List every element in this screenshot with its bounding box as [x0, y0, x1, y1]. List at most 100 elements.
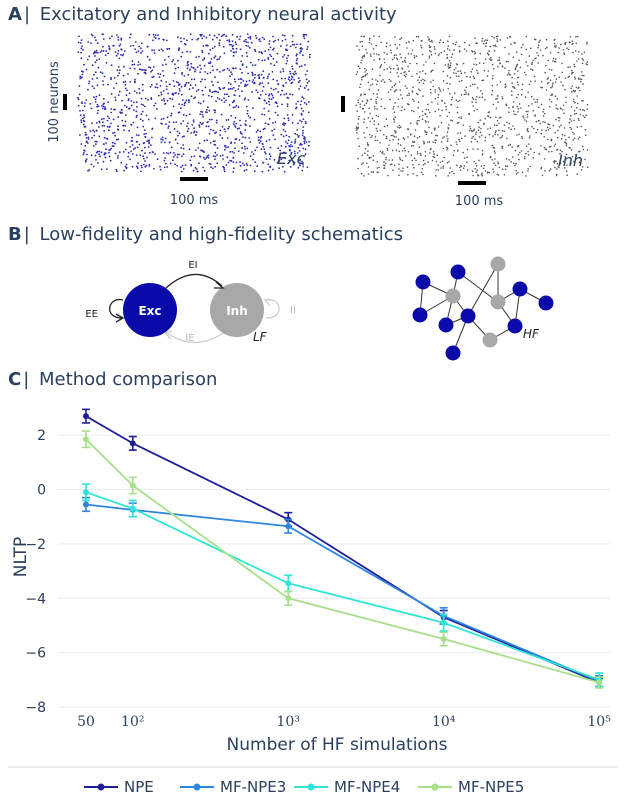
- spike-dot: [422, 140, 425, 143]
- spike-dot: [229, 75, 231, 77]
- spike-dot: [103, 102, 105, 105]
- spike-dot: [201, 49, 204, 52]
- spike-dot: [194, 68, 197, 71]
- hf-schematic: [412, 256, 554, 361]
- spike-dot: [364, 136, 366, 139]
- spike-dot: [362, 108, 364, 110]
- spike-dot: [504, 86, 507, 89]
- spike-dot: [434, 89, 437, 91]
- spike-dot: [177, 134, 179, 137]
- spike-dot: [373, 120, 376, 122]
- spike-dot: [559, 162, 562, 164]
- spike-dot: [156, 86, 159, 89]
- spike-dot: [447, 138, 449, 140]
- spike-dot: [361, 56, 364, 59]
- spike-dot: [153, 52, 156, 54]
- spike-dot: [148, 141, 151, 144]
- spike-dot: [549, 98, 551, 101]
- spike-dot: [370, 98, 372, 100]
- spike-dot: [428, 55, 431, 57]
- spike-dot: [291, 93, 294, 96]
- spike-dot: [124, 165, 127, 168]
- spike-dot: [306, 48, 308, 50]
- spike-dot: [546, 126, 549, 129]
- spike-dot: [256, 165, 259, 168]
- spike-dot: [95, 159, 97, 161]
- spike-dot: [393, 57, 396, 59]
- spike-dot: [572, 89, 575, 92]
- data-point: [285, 580, 292, 587]
- spike-dot: [564, 42, 566, 45]
- spike-dot: [484, 99, 486, 101]
- spike-dot: [272, 35, 274, 38]
- spike-dot: [193, 78, 196, 81]
- spike-dot: [172, 80, 175, 82]
- spike-dot: [514, 68, 517, 71]
- spike-dot: [127, 155, 130, 158]
- spike-dot: [214, 76, 216, 79]
- spike-dot: [465, 93, 467, 96]
- panel-b-letter: B: [8, 224, 22, 245]
- spike-dot: [272, 49, 274, 51]
- spike-dot: [178, 88, 181, 90]
- spike-dot: [541, 86, 544, 89]
- spike-dot: [192, 67, 195, 70]
- spike-dot: [532, 110, 534, 112]
- spike-dot: [517, 171, 519, 174]
- spike-dot: [202, 59, 204, 61]
- spike-dot: [455, 41, 458, 43]
- spike-dot: [253, 170, 256, 173]
- spike-dot: [189, 51, 192, 53]
- spike-dot: [235, 67, 237, 70]
- spike-dot: [454, 43, 457, 46]
- spike-dot: [94, 36, 96, 39]
- spike-dot: [166, 99, 169, 102]
- spike-dot: [581, 166, 584, 168]
- spike-dot: [484, 139, 487, 142]
- spike-dot: [572, 139, 574, 141]
- spike-dot: [552, 82, 554, 84]
- spike-dot: [524, 119, 526, 121]
- spike-dot: [269, 165, 272, 168]
- spike-dot: [361, 154, 364, 156]
- spike-dot: [294, 46, 297, 49]
- spike-dot: [94, 140, 96, 143]
- spike-dot: [501, 130, 504, 132]
- spike-dot: [464, 135, 466, 137]
- spike-dot: [124, 87, 127, 90]
- spike-dot: [442, 41, 445, 44]
- spike-dot: [302, 126, 305, 128]
- spike-dot: [537, 46, 539, 49]
- spike-dot: [501, 147, 504, 150]
- spike-dot: [452, 72, 455, 74]
- spike-dot: [107, 52, 109, 55]
- spike-dot: [94, 71, 97, 74]
- spike-dot: [361, 78, 363, 81]
- spike-dot: [118, 57, 121, 60]
- spike-dot: [293, 73, 296, 76]
- spike-dot: [249, 164, 252, 167]
- spike-dot: [581, 53, 583, 55]
- spike-dot: [167, 125, 170, 128]
- spike-dot: [571, 40, 574, 42]
- spike-dot: [125, 114, 127, 116]
- spike-dot: [434, 139, 436, 141]
- spike-dot: [499, 81, 502, 83]
- spike-dot: [294, 138, 297, 141]
- spike-dot: [228, 104, 231, 106]
- spike-dot: [113, 77, 116, 79]
- spike-dot: [212, 69, 215, 72]
- spike-dot: [446, 82, 449, 85]
- spike-dot: [220, 99, 223, 101]
- spike-dot: [466, 169, 469, 171]
- spike-dot: [254, 161, 257, 164]
- spike-dot: [422, 164, 425, 166]
- spike-dot: [424, 72, 427, 75]
- spike-dot: [581, 62, 584, 65]
- spike-dot: [272, 168, 274, 171]
- exc-node-label: Exc: [138, 304, 161, 318]
- spike-dot: [245, 66, 248, 68]
- spike-dot: [376, 96, 379, 99]
- spike-dot: [110, 147, 112, 150]
- spike-dot: [230, 71, 233, 74]
